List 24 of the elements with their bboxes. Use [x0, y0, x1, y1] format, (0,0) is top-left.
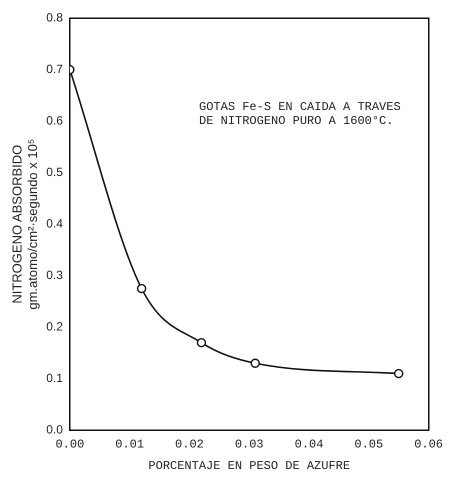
y-tick-label: 0.2 [46, 320, 64, 334]
y-tick-label: 0.8 [46, 10, 64, 25]
point [394, 368, 404, 378]
point [250, 358, 260, 368]
point [196, 338, 206, 348]
x-axis-title: PORCENTAJE EN PESO DE AZUFRE [148, 458, 350, 473]
x-tick-label: 0.00 [55, 438, 84, 452]
x-tick-label: 0.04 [294, 438, 324, 452]
y-tick-label: 0.1 [46, 371, 64, 386]
y-tick-label: 0.6 [46, 114, 64, 128]
x-tick-label: 0.03 [234, 438, 264, 452]
x-tick-label: 0.05 [354, 438, 384, 452]
annotation: GOTAS Fe-S EN CAIDA A TRAVES DE NITROGENO PURO A 1600°C. [199, 100, 401, 128]
y-tick-label: 0.7 [46, 62, 64, 76]
point [136, 284, 146, 294]
text: gm.atomo/cm²·segundo x 10⁵ [24, 138, 40, 310]
y-tick-label: 0.4 [46, 216, 64, 231]
x-tick-label: 0.02 [175, 438, 204, 452]
text: NITROGENO ABSORBIDO [9, 144, 24, 304]
x-tick-label: 0.06 [414, 438, 444, 452]
y-tick-label: 0.0 [46, 422, 64, 437]
y-tick-label: 0.5 [46, 165, 64, 180]
y-tick-label: 0.3 [46, 268, 64, 282]
x-tick-label: 0.01 [115, 438, 144, 452]
